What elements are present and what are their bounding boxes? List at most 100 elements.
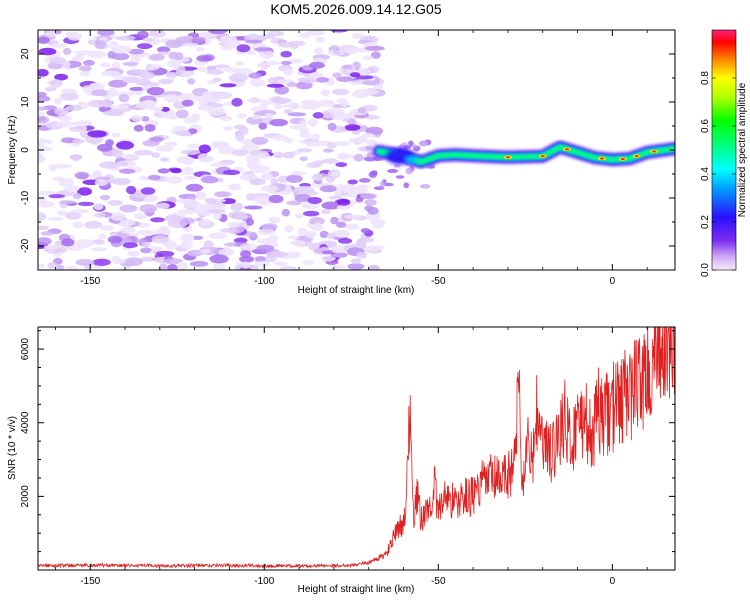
noise-blob xyxy=(164,176,183,184)
noise-blob xyxy=(177,65,186,75)
noise-blob xyxy=(107,235,123,244)
noise-blob xyxy=(160,157,170,162)
colorbar-label: Normalized spectral amplitude xyxy=(737,82,748,217)
noise-blob xyxy=(236,44,251,53)
noise-blob xyxy=(73,120,93,127)
noise-blob xyxy=(383,182,394,187)
noise-blob xyxy=(289,58,304,64)
noise-blob xyxy=(200,218,211,226)
ridge-hotspot-core xyxy=(505,156,510,159)
noise-blob xyxy=(321,201,341,210)
noise-blob xyxy=(38,95,51,102)
noise-blob xyxy=(313,160,325,166)
noise-blob xyxy=(236,113,248,119)
noise-blob xyxy=(38,142,46,148)
noise-blob xyxy=(254,260,270,267)
noise-blob xyxy=(337,154,357,159)
noise-blob xyxy=(199,248,211,254)
noise-blob xyxy=(139,71,155,80)
noise-blob xyxy=(115,35,136,41)
noise-blob xyxy=(344,214,362,219)
noise-blob xyxy=(365,114,380,120)
noise-blob xyxy=(38,111,45,117)
noise-blob xyxy=(163,94,180,103)
noise-blob xyxy=(256,244,275,252)
noise-blob xyxy=(182,99,194,107)
noise-blob xyxy=(228,183,242,191)
noise-blob xyxy=(294,185,315,194)
noise-blob xyxy=(205,209,226,214)
noise-blob xyxy=(283,266,293,270)
spectrogram-x-tick-label: -100 xyxy=(254,276,274,287)
noise-blob xyxy=(331,245,342,254)
noise-blob xyxy=(208,30,228,35)
noise-blob xyxy=(148,174,161,181)
noise-blob xyxy=(170,168,182,174)
noise-blob xyxy=(355,240,367,249)
noise-blob xyxy=(283,109,293,114)
noise-blob xyxy=(47,216,64,222)
noise-blob xyxy=(212,263,226,270)
noise-blob xyxy=(71,154,81,162)
noise-blob xyxy=(289,124,307,130)
noise-blob xyxy=(77,201,95,206)
noise-blob xyxy=(38,153,44,163)
noise-blob xyxy=(187,78,196,85)
noise-blob xyxy=(180,241,194,250)
noise-blob xyxy=(45,30,56,37)
noise-blob xyxy=(44,86,57,92)
noise-blob xyxy=(119,168,136,174)
noise-blob xyxy=(38,225,49,231)
noise-blob xyxy=(158,263,168,270)
noise-blob xyxy=(178,217,196,225)
noise-blob xyxy=(282,151,296,159)
noise-blob xyxy=(342,46,361,55)
noise-blob xyxy=(120,226,136,234)
noise-blob xyxy=(337,198,351,206)
noise-blob xyxy=(249,178,266,186)
noise-blob xyxy=(82,85,93,93)
noise-blob xyxy=(299,132,312,139)
noise-blob xyxy=(146,86,165,96)
noise-blob xyxy=(308,118,318,128)
noise-blob xyxy=(258,228,276,236)
spectrogram-x-tick-label: 0 xyxy=(610,276,616,287)
noise-blob xyxy=(101,98,113,108)
colorbar-tick-label: 0.4 xyxy=(700,167,711,181)
noise-blob xyxy=(75,259,95,266)
spectrogram-x-ticks: -150 -100 -50 0 xyxy=(55,30,648,287)
noise-blob xyxy=(56,120,74,128)
spectrogram-y-tick-label: 0 xyxy=(20,147,31,153)
noise-blob xyxy=(157,46,171,53)
noise-blob xyxy=(220,35,238,45)
noise-blob xyxy=(61,88,78,94)
noise-blob xyxy=(111,52,130,61)
noise-blob xyxy=(332,72,342,79)
noise-blob xyxy=(137,30,149,39)
noise-blob xyxy=(408,140,414,147)
noise-blob xyxy=(91,239,105,245)
chart-title: KOM5.2026.009.14.12.G05 xyxy=(270,1,441,17)
spectrogram-x-tick-label: -50 xyxy=(431,276,446,287)
noise-blob xyxy=(336,221,347,228)
noise-blob xyxy=(49,43,69,48)
noise-blob xyxy=(232,149,249,157)
noise-blob xyxy=(91,89,110,97)
noise-blob xyxy=(75,239,94,248)
noise-blob xyxy=(214,92,230,99)
noise-blob xyxy=(239,255,254,263)
noise-blob xyxy=(420,184,431,189)
noise-blob xyxy=(150,217,165,223)
noise-blob xyxy=(184,175,197,181)
noise-blob xyxy=(83,221,103,229)
noise-blob xyxy=(38,212,47,221)
noise-blob xyxy=(179,209,192,215)
noise-blob xyxy=(53,97,63,105)
noise-blob xyxy=(142,100,157,108)
noise-blob xyxy=(197,104,213,111)
noise-blob xyxy=(278,175,289,183)
noise-blob xyxy=(246,218,254,226)
noise-blob xyxy=(100,225,114,231)
noise-blob xyxy=(259,50,274,59)
noise-blob xyxy=(110,212,126,221)
